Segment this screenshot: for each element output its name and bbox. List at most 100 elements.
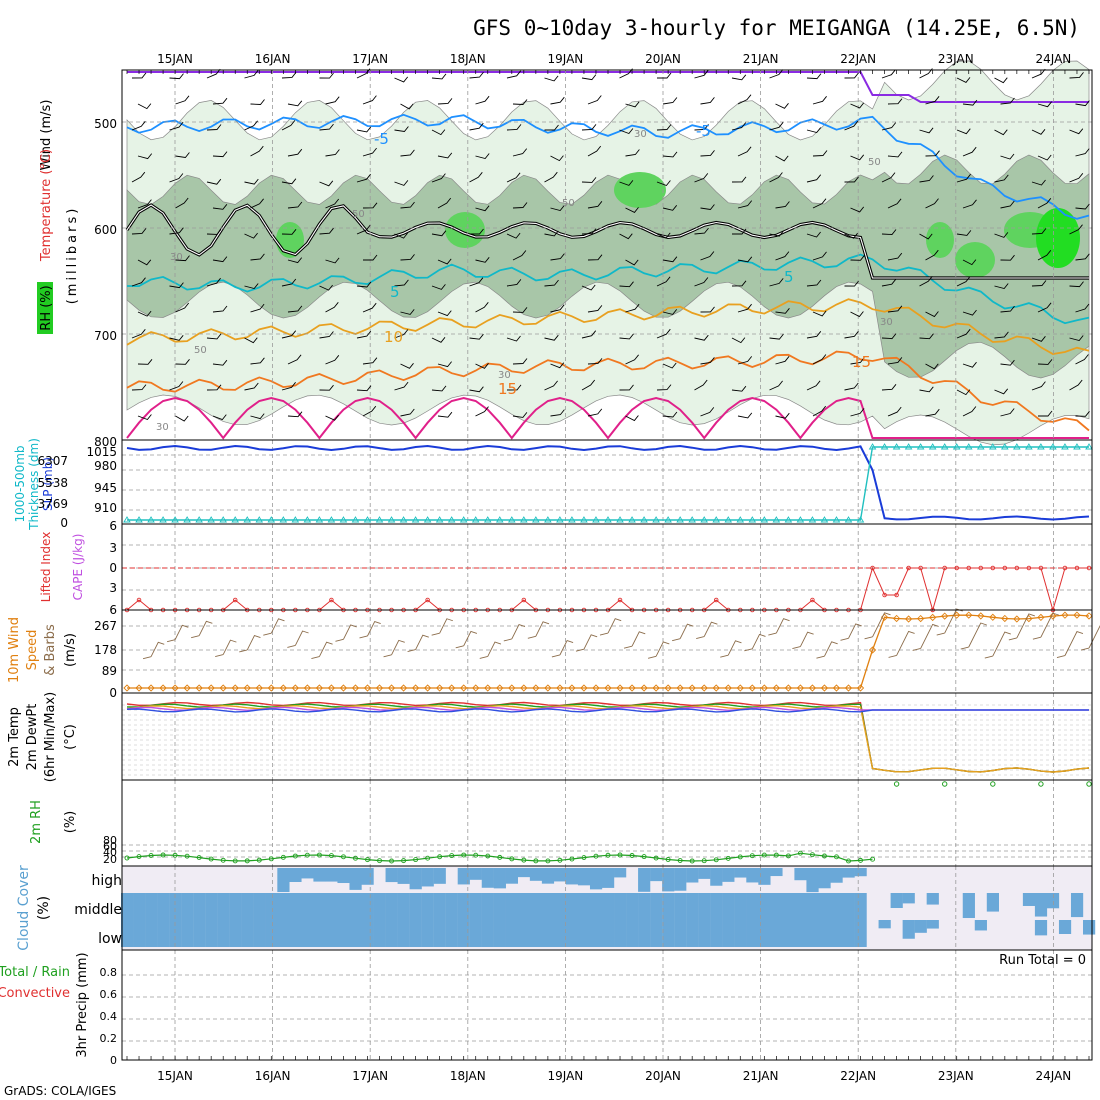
temp-axis-title-4: (°C) [63, 724, 78, 750]
wind-barb [881, 384, 897, 391]
cloud-bar-low [614, 920, 627, 947]
wind-barb [775, 251, 790, 261]
wind-barb [281, 72, 297, 79]
wind-barb [437, 310, 452, 317]
wind-barb [1000, 408, 1015, 417]
wind-barb [287, 100, 303, 107]
wind-barb [169, 173, 184, 183]
thickness-marker [435, 516, 444, 523]
wind-barb [700, 97, 715, 105]
cloud-bar-high [758, 868, 771, 885]
wind-barb [363, 254, 378, 261]
rh-legend-box [37, 282, 53, 334]
wind-barb [737, 412, 753, 419]
wind-barb [431, 173, 446, 183]
contour-label: 10 [384, 328, 403, 346]
cloud-bar-high [517, 868, 531, 878]
wind-barb [469, 71, 484, 79]
wind-barb [287, 201, 303, 209]
li-marker [329, 597, 334, 603]
wind-barb [587, 95, 602, 105]
surface-wind-barb [311, 641, 333, 660]
x-label-top: 19JAN [548, 52, 584, 66]
wind-barb [400, 149, 415, 157]
wind-barb [325, 257, 340, 264]
cloud-bar-low [133, 920, 146, 947]
wind-barb [925, 408, 940, 417]
wind-barb [512, 202, 528, 209]
thickness-marker [880, 443, 889, 450]
wind-barb [1069, 128, 1084, 135]
wind-barb [544, 171, 558, 183]
wind-barb [287, 305, 303, 313]
wind-barb [806, 174, 822, 183]
cloud-bar-low [481, 920, 494, 947]
rh-axis-title: RH (%) [39, 285, 54, 330]
cloud-bar-middle [1022, 893, 1036, 906]
cloud-bar-middle [782, 893, 795, 920]
thickness-marker [748, 516, 757, 523]
wind-barb [656, 180, 671, 187]
contour-labels: -5 -5 5 5 10 15 15 30 30 30 50 50 50 30 … [156, 122, 893, 433]
cloud-bar-low [409, 920, 422, 947]
wind-barb [169, 121, 184, 131]
wind-barb [775, 412, 790, 419]
li-marker [713, 597, 719, 603]
cloud-bar-high [842, 868, 855, 878]
wind-barb [775, 201, 790, 209]
isotherm-line [126, 396, 1089, 440]
wind-barb [206, 277, 221, 287]
wind-barb [131, 72, 147, 79]
cloud-bar-middle [553, 893, 567, 920]
thickness-marker [856, 516, 865, 523]
wind-barb [550, 362, 565, 369]
rh-band-70 [955, 242, 995, 278]
cloud-bar-low [722, 920, 735, 947]
wind-barb [1075, 253, 1090, 261]
temperature-axis-title: Temperature (°C) [39, 149, 54, 262]
thickness-marker [904, 443, 913, 450]
thickness-marker [688, 516, 696, 523]
wind-barb [319, 384, 334, 391]
thickness-marker [808, 516, 817, 523]
precip-tick: 0.8 [100, 966, 118, 979]
ytick-700: 700 [94, 329, 117, 343]
cloud-bar-middle [650, 893, 663, 920]
wind-barb [694, 334, 709, 341]
wind-barb [806, 331, 822, 339]
wind-barb [544, 230, 559, 237]
wind-barb [887, 305, 903, 313]
wind-barb [587, 408, 603, 417]
wind-barb [850, 357, 865, 365]
wind-barb [319, 180, 334, 187]
cloud-bar-middle [962, 893, 975, 919]
cloud-bar-high [505, 868, 518, 884]
li-tick: 3 [109, 541, 117, 555]
wind-barb [400, 408, 415, 417]
thickness-marker [255, 516, 264, 523]
surface-wind-barb [696, 621, 718, 639]
wind-barb [844, 232, 858, 239]
thickness-tick: 0 [60, 516, 68, 530]
wind-barb [919, 233, 933, 240]
cloud-bar-middle [698, 893, 711, 920]
thickness-axis-title: 1000-500mb [13, 445, 27, 522]
cloud-bar-middle [734, 893, 747, 920]
cloud-bar-high [734, 868, 747, 878]
cloud-bar-low [517, 920, 531, 947]
cloud-bar-high [433, 868, 446, 884]
wind-barb [362, 95, 377, 105]
precip-tick: 0.4 [100, 1010, 118, 1023]
cloud-bar-low [145, 920, 158, 947]
wind-barb [175, 197, 189, 209]
wind-barb [619, 180, 634, 186]
wind-barb [812, 310, 827, 317]
x-label-bottom: 22JAN [840, 1069, 876, 1083]
wind-barb [1038, 410, 1053, 417]
slp-tick: 910 [94, 501, 117, 515]
cloud-bar-middle [385, 893, 398, 920]
cloud-bar-high [650, 868, 663, 882]
wind-barb [469, 333, 484, 340]
surface-wind-barb [407, 634, 429, 653]
wind-barb [769, 380, 783, 391]
